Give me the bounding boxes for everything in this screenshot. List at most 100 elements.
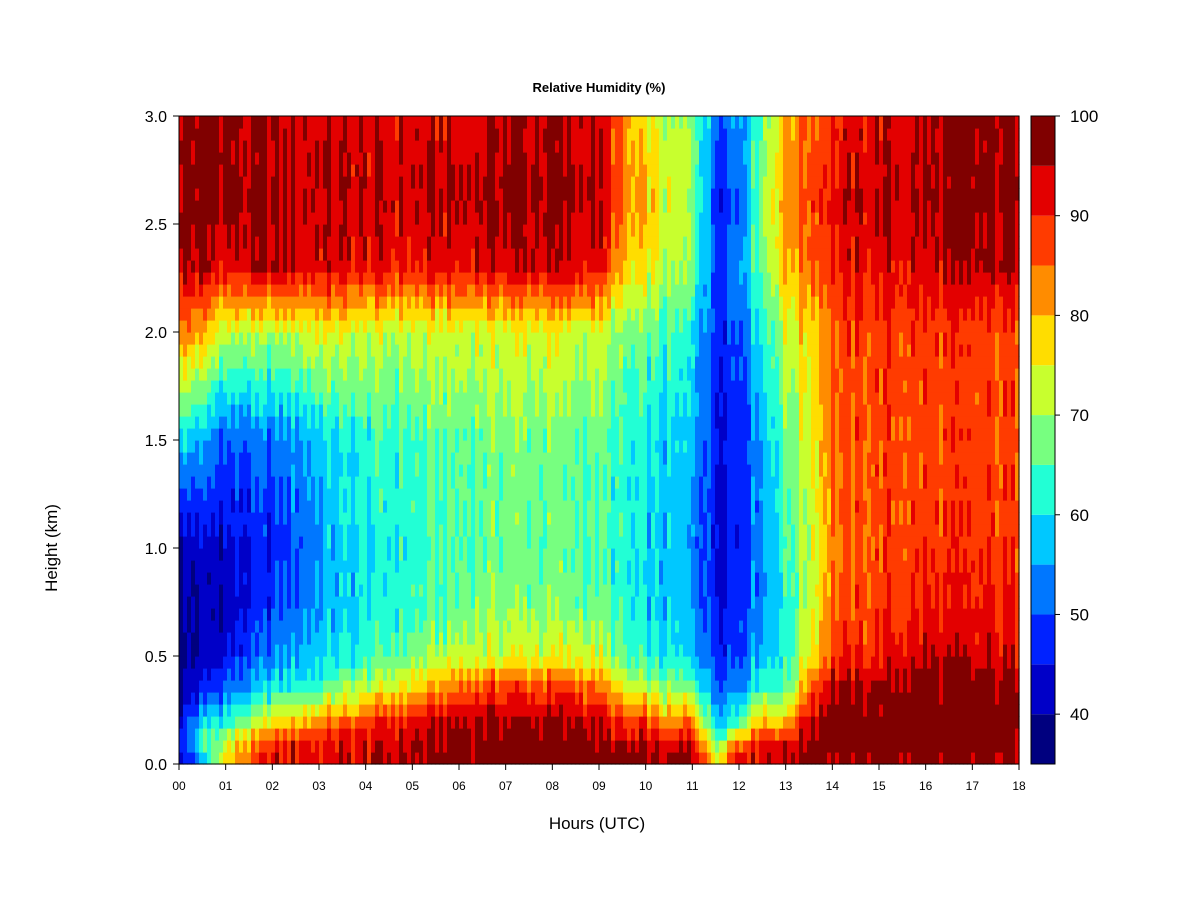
heatmap-cell bbox=[219, 440, 224, 453]
heatmap-cell bbox=[303, 368, 308, 381]
heatmap-cell bbox=[371, 272, 376, 285]
heatmap-cell bbox=[287, 116, 292, 129]
heatmap-cell bbox=[343, 608, 348, 621]
heatmap-cell bbox=[319, 560, 324, 573]
heatmap-cell bbox=[235, 356, 240, 369]
heatmap-cell bbox=[379, 308, 384, 321]
heatmap-cell bbox=[495, 572, 500, 585]
heatmap-cell bbox=[459, 356, 464, 369]
heatmap-cell bbox=[471, 296, 476, 309]
heatmap-cell bbox=[187, 620, 192, 633]
heatmap-cell bbox=[311, 272, 316, 285]
heatmap-cell bbox=[327, 728, 332, 741]
heatmap-cell bbox=[399, 668, 404, 681]
heatmap-cell bbox=[235, 200, 240, 213]
heatmap-cell bbox=[539, 152, 544, 165]
heatmap-cell bbox=[403, 524, 408, 537]
heatmap-cell bbox=[291, 116, 296, 129]
heatmap-cell bbox=[347, 524, 352, 537]
heatmap-cell bbox=[523, 368, 528, 381]
heatmap-cell bbox=[423, 392, 428, 405]
heatmap-cell bbox=[391, 632, 396, 645]
heatmap-cell bbox=[307, 356, 312, 369]
heatmap-cell bbox=[275, 296, 280, 309]
heatmap-cell bbox=[483, 560, 488, 573]
heatmap-cell bbox=[187, 212, 192, 225]
heatmap-cell bbox=[487, 584, 492, 597]
heatmap-cell bbox=[339, 212, 344, 225]
heatmap-cell bbox=[491, 260, 496, 273]
heatmap-cell bbox=[419, 380, 424, 393]
heatmap-cell bbox=[415, 416, 420, 429]
heatmap-cell bbox=[443, 608, 448, 621]
heatmap-cell bbox=[211, 320, 216, 333]
heatmap-cell bbox=[215, 632, 220, 645]
heatmap-cell bbox=[495, 128, 500, 141]
heatmap-cell bbox=[203, 692, 208, 705]
heatmap-cell bbox=[431, 260, 436, 273]
heatmap-cell bbox=[291, 752, 296, 765]
heatmap-cell bbox=[199, 128, 204, 141]
heatmap-cell bbox=[235, 152, 240, 165]
heatmap-cell bbox=[199, 512, 204, 525]
heatmap-cell bbox=[395, 332, 400, 345]
heatmap-cell bbox=[215, 392, 220, 405]
heatmap-cell bbox=[219, 140, 224, 153]
heatmap-cell bbox=[223, 716, 228, 729]
heatmap-cell bbox=[435, 656, 440, 669]
heatmap-cell bbox=[475, 644, 480, 657]
heatmap-cell bbox=[219, 680, 224, 693]
heatmap-cell bbox=[471, 464, 476, 477]
heatmap-cell bbox=[439, 152, 444, 165]
heatmap-cell bbox=[391, 236, 396, 249]
heatmap-cell bbox=[547, 596, 552, 609]
heatmap-cell bbox=[391, 500, 396, 513]
heatmap-cell bbox=[439, 464, 444, 477]
heatmap-cell bbox=[255, 608, 260, 621]
heatmap-cell bbox=[287, 428, 292, 441]
heatmap-cell bbox=[291, 440, 296, 453]
heatmap-cell bbox=[359, 392, 364, 405]
heatmap-cell bbox=[315, 692, 320, 705]
heatmap-cell bbox=[215, 368, 220, 381]
heatmap-cell bbox=[247, 596, 252, 609]
heatmap-cell bbox=[179, 152, 184, 165]
heatmap-cell bbox=[395, 152, 400, 165]
heatmap-cell bbox=[235, 392, 240, 405]
heatmap-cell bbox=[287, 200, 292, 213]
heatmap-cell bbox=[243, 488, 248, 501]
heatmap-cell bbox=[447, 428, 452, 441]
heatmap-cell bbox=[431, 116, 436, 129]
heatmap-cell bbox=[507, 296, 512, 309]
heatmap-cell bbox=[403, 380, 408, 393]
heatmap-cell bbox=[383, 500, 388, 513]
heatmap-cell bbox=[295, 536, 300, 549]
heatmap-cell bbox=[207, 620, 212, 633]
heatmap-cell bbox=[347, 248, 352, 261]
heatmap-cell bbox=[319, 416, 324, 429]
heatmap-cell bbox=[263, 212, 268, 225]
heatmap-cell bbox=[271, 596, 276, 609]
heatmap-cell bbox=[491, 272, 496, 285]
heatmap-cell bbox=[471, 500, 476, 513]
heatmap-cell bbox=[291, 212, 296, 225]
heatmap-cell bbox=[307, 152, 312, 165]
heatmap-cell bbox=[299, 680, 304, 693]
heatmap-cell bbox=[231, 752, 236, 765]
heatmap-cell bbox=[231, 548, 236, 561]
heatmap-cell bbox=[423, 332, 428, 345]
heatmap-cell bbox=[299, 464, 304, 477]
heatmap-cell bbox=[367, 716, 372, 729]
heatmap-cell bbox=[479, 212, 484, 225]
heatmap-cell bbox=[195, 452, 200, 465]
heatmap-cell bbox=[543, 752, 548, 765]
heatmap-cell bbox=[275, 284, 280, 297]
heatmap-cell bbox=[303, 284, 308, 297]
heatmap-cell bbox=[359, 272, 364, 285]
heatmap-cell bbox=[543, 344, 548, 357]
heatmap-cell bbox=[203, 704, 208, 717]
heatmap-cell bbox=[239, 296, 244, 309]
heatmap-cell bbox=[507, 320, 512, 333]
heatmap-cell bbox=[519, 380, 524, 393]
heatmap-cell bbox=[343, 188, 348, 201]
